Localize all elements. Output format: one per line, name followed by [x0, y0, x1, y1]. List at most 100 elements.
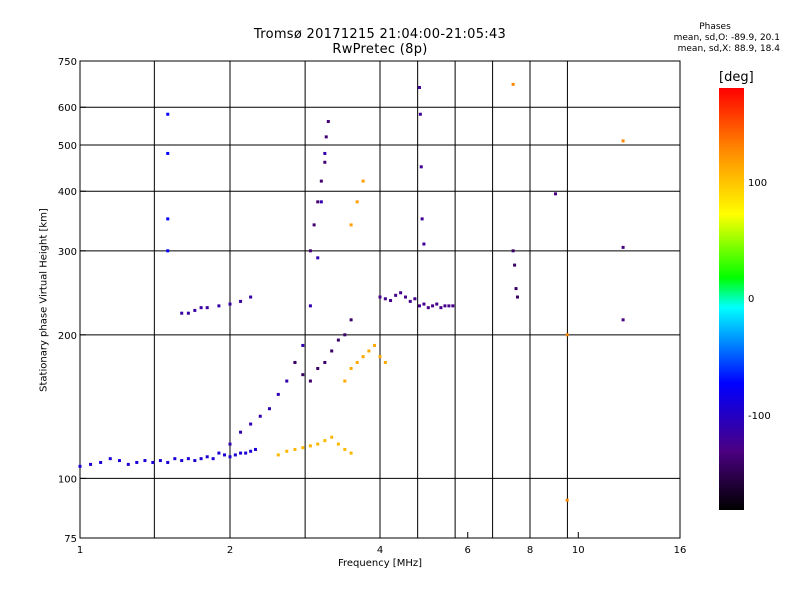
data-point [143, 459, 147, 463]
data-point [249, 449, 253, 453]
data-point [316, 256, 320, 260]
data-point [78, 464, 82, 468]
data-point [403, 295, 407, 299]
data-point [383, 297, 387, 301]
y-tick-label: 500 [58, 141, 77, 152]
data-point [249, 422, 253, 426]
data-point [417, 304, 421, 308]
phase-stats-o: mean, sd,O: -89.9, 20.1 [673, 33, 780, 43]
data-point [447, 304, 451, 308]
chart-title: Tromsø 20171215 21:04:00-21:05:43 [253, 27, 507, 42]
data-point [233, 453, 237, 457]
data-point [349, 366, 353, 370]
data-point [89, 462, 93, 466]
y-tick-label: 600 [58, 103, 77, 114]
data-point [267, 407, 271, 411]
data-point [193, 308, 197, 312]
data-point [323, 360, 327, 364]
y-tick-label: 300 [58, 247, 77, 258]
data-point [367, 349, 371, 353]
data-point [439, 306, 443, 310]
data-point [293, 360, 297, 364]
x-tick-label: 10 [572, 545, 585, 556]
colorbar-tick-0: 0 [748, 294, 755, 305]
data-point [186, 311, 190, 315]
data-point [244, 451, 248, 455]
data-point [343, 447, 347, 451]
data-point [205, 455, 209, 459]
data-point [553, 192, 557, 196]
data-point [308, 304, 312, 308]
data-point [228, 442, 232, 446]
data-point [413, 297, 417, 301]
data-point [301, 373, 305, 377]
data-point [323, 151, 327, 155]
data-point [180, 311, 184, 315]
data-point [408, 299, 412, 303]
data-point [511, 249, 515, 253]
data-point [513, 263, 517, 267]
y-tick-label: 750 [58, 57, 77, 68]
data-point [199, 306, 203, 310]
data-point [565, 333, 569, 337]
data-point [355, 360, 359, 364]
data-point [253, 447, 257, 451]
x-tick-label: 16 [674, 545, 687, 556]
x-tick-label: 2 [227, 545, 233, 556]
data-point [239, 430, 243, 434]
data-point [173, 457, 177, 461]
data-point [422, 242, 426, 246]
phase-stats-title: Phases [699, 22, 731, 32]
data-point [166, 460, 170, 464]
data-point [301, 343, 305, 347]
data-point [330, 435, 334, 439]
data-point [276, 453, 280, 457]
data-point [293, 447, 297, 451]
data-point [621, 139, 625, 143]
data-point [326, 120, 330, 124]
colorbar-unit: [deg] [719, 70, 754, 85]
data-point [621, 318, 625, 322]
data-point [308, 249, 312, 253]
data-point [258, 414, 262, 418]
data-point [205, 306, 209, 310]
data-point [389, 299, 393, 303]
data-point [193, 459, 197, 463]
data-point [301, 446, 305, 450]
data-point [228, 302, 232, 306]
data-point [249, 295, 253, 299]
data-point [117, 459, 121, 463]
data-point [349, 451, 353, 455]
data-point [419, 165, 423, 169]
data-point [99, 460, 103, 464]
data-point [373, 343, 377, 347]
data-point [349, 318, 353, 322]
data-point [166, 217, 170, 221]
y-tick-label: 100 [58, 474, 77, 485]
x-tick-label: 1 [77, 545, 83, 556]
data-point [316, 366, 320, 370]
data-point [285, 379, 289, 383]
data-point [316, 442, 320, 446]
data-point [378, 295, 382, 299]
data-point [514, 287, 518, 291]
data-point [135, 460, 139, 464]
data-point [330, 349, 334, 353]
data-point [276, 392, 280, 396]
y-axis-label: Stationary phase Virtual Height [km] [38, 208, 50, 392]
data-point [349, 223, 353, 227]
data-point [223, 453, 227, 457]
data-point [285, 449, 289, 453]
data-point [308, 379, 312, 383]
data-point [336, 338, 340, 342]
data-point [443, 304, 447, 308]
data-point [323, 439, 327, 443]
data-point [126, 462, 130, 466]
data-point [186, 457, 190, 461]
data-point [435, 302, 439, 306]
data-point [217, 304, 221, 308]
data-point [166, 151, 170, 155]
data-point [383, 360, 387, 364]
data-point [308, 444, 312, 448]
